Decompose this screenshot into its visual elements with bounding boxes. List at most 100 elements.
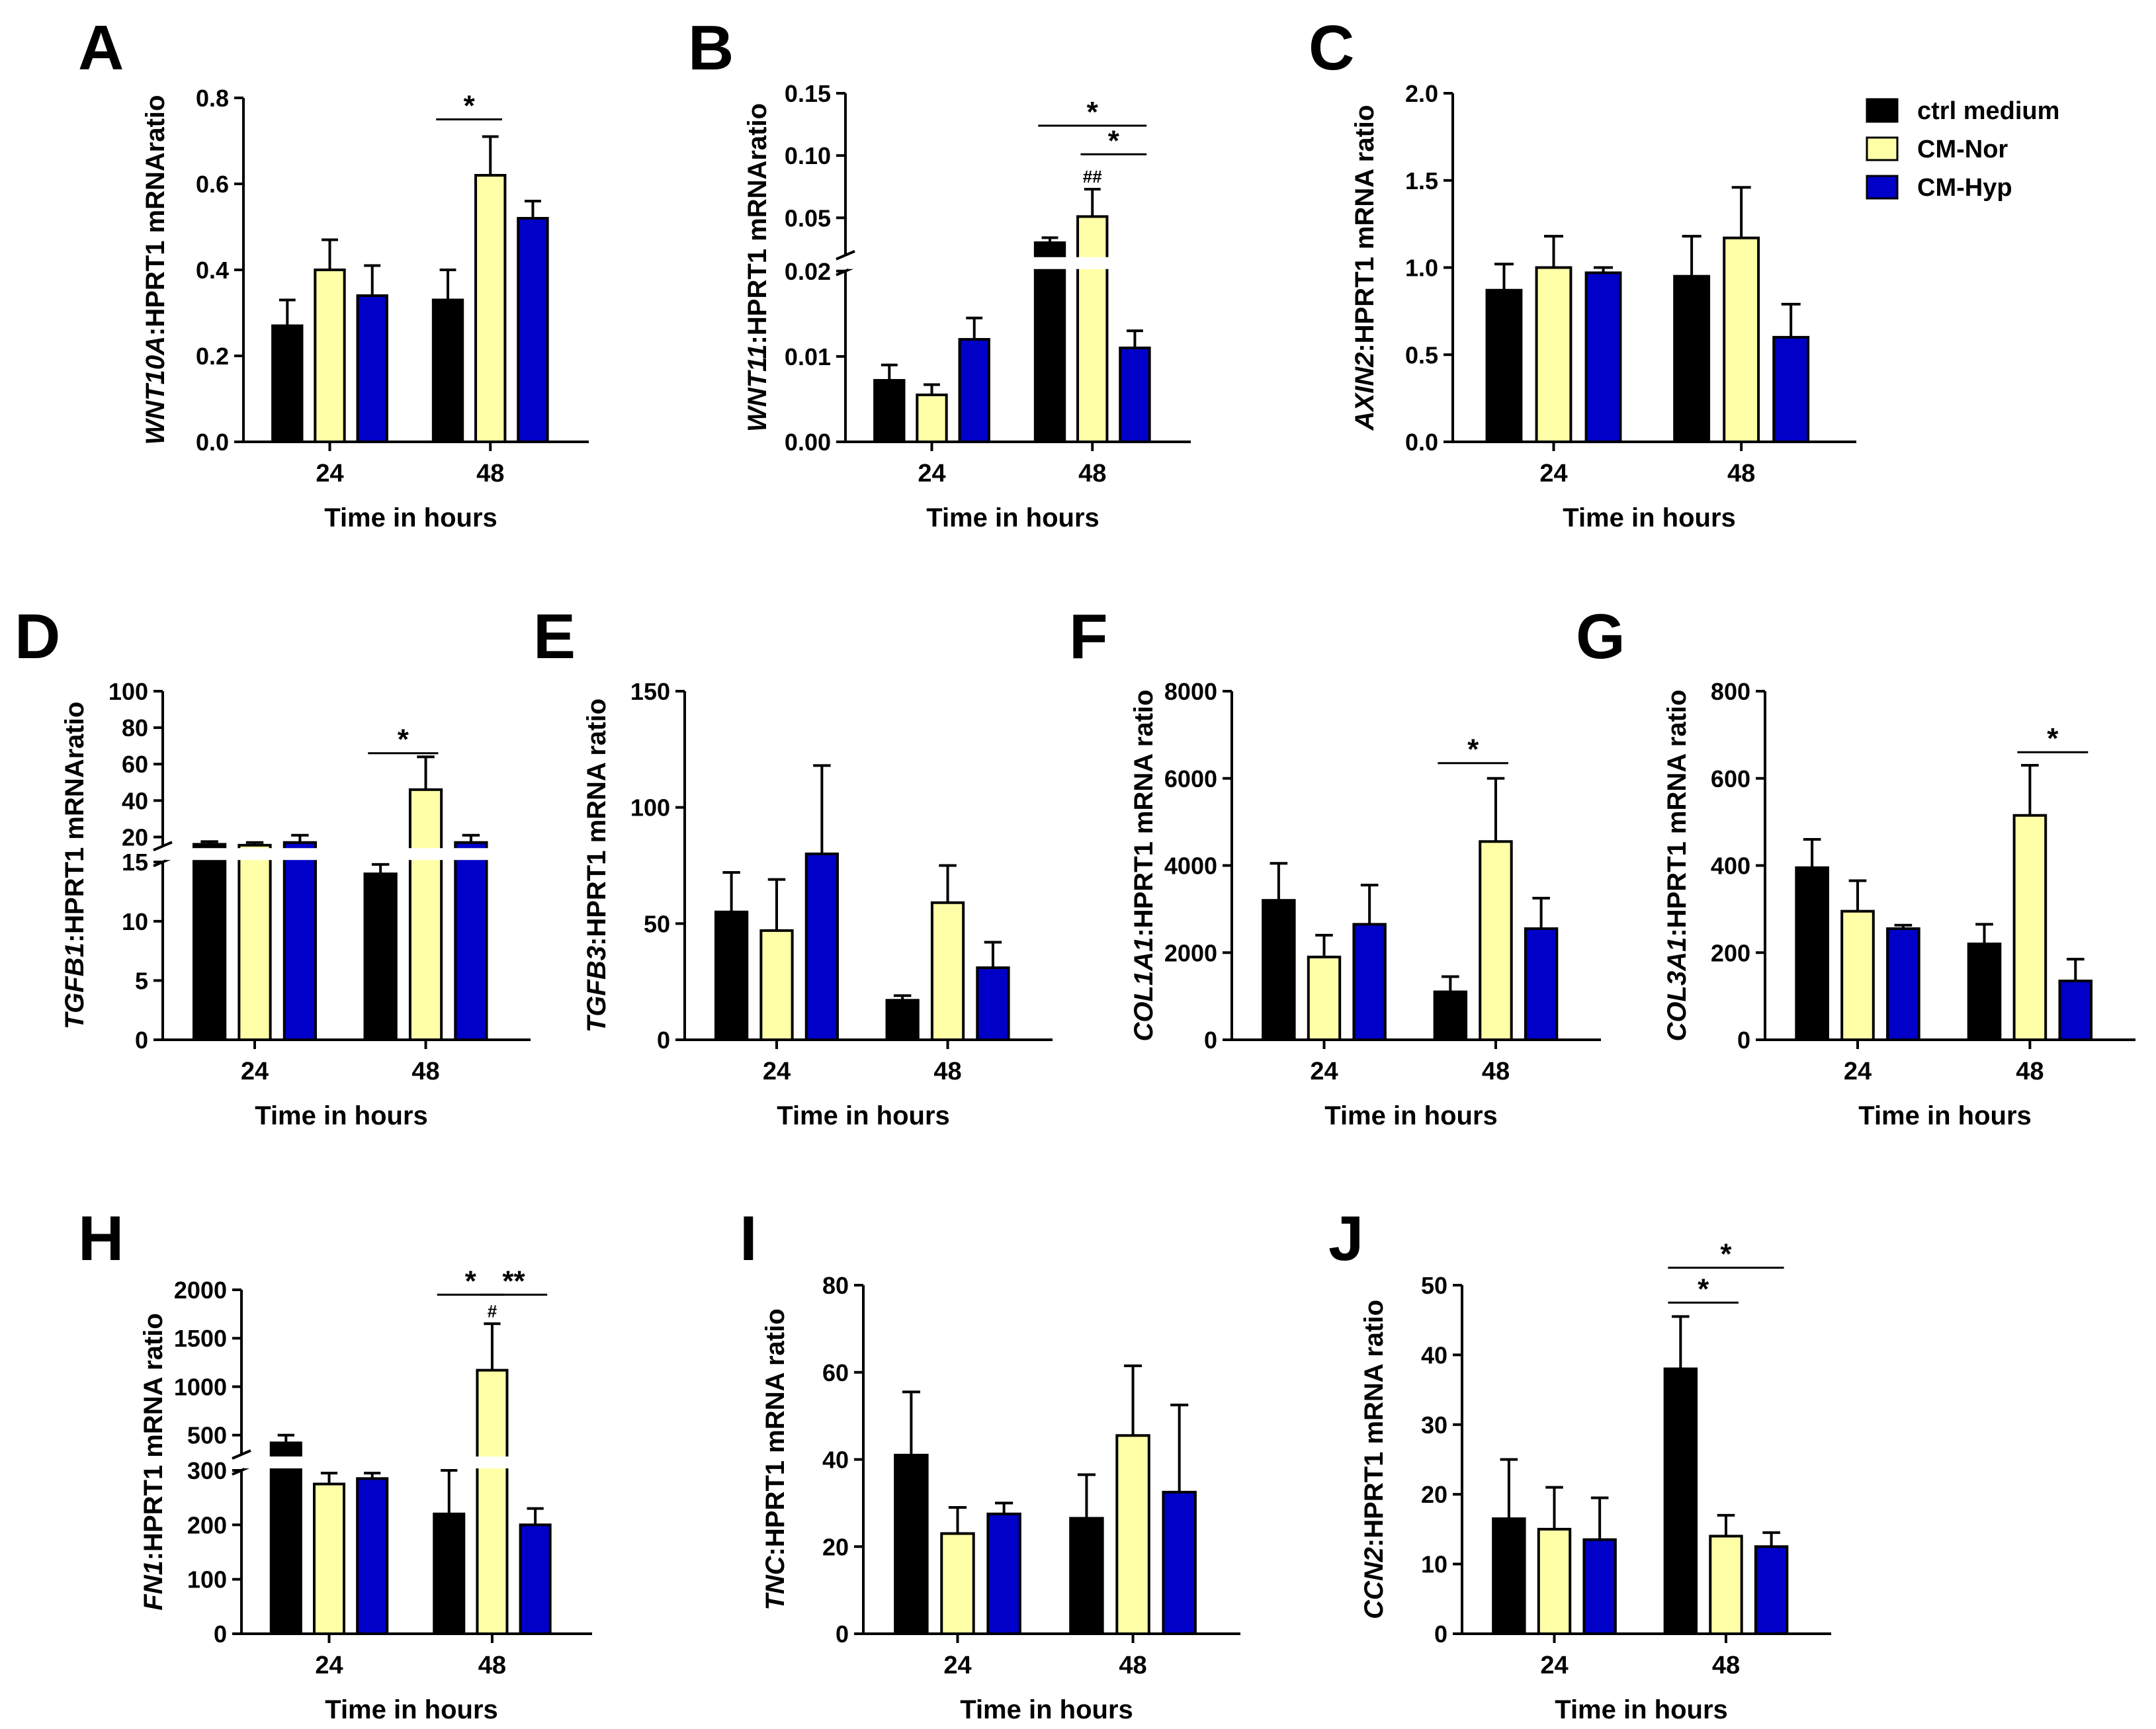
y-axis-label-suffix: :HPRT1 mRNAratio	[743, 103, 772, 344]
bar-ctrl-medium	[192, 843, 227, 1041]
bar-cm-hyp	[454, 841, 488, 1042]
bar-cm-hyp	[1582, 1538, 1617, 1635]
y-tick-label: 40	[822, 1447, 849, 1474]
bar-cm-nor	[1535, 266, 1573, 443]
y-tick-label: 2000	[174, 1277, 227, 1304]
x-axis-label: Time in hours	[960, 1695, 1133, 1724]
bar-ctrl-medium	[714, 910, 749, 1042]
y-axis-label-gene: WNT11	[743, 344, 772, 432]
axis-break-mark	[153, 841, 173, 852]
y-axis-label-gene: TNC	[761, 1555, 790, 1610]
y-tick-label: 100	[630, 794, 670, 822]
y-axis-label-gene: COL3A1	[1662, 937, 1692, 1042]
y-tick-label: 1000	[174, 1373, 227, 1400]
bar-cm-hyp	[1119, 346, 1151, 444]
bar-ctrl-medium	[1433, 990, 1468, 1041]
bar-cm-nor	[314, 269, 346, 443]
bar-cm-hyp	[976, 966, 1010, 1041]
y-tick-label: 0.0	[1405, 429, 1438, 456]
y-tick-label: 0.2	[196, 343, 229, 370]
legend-label: ctrl medium	[1917, 97, 2059, 125]
x-axis-label: Time in hours	[1555, 1695, 1728, 1724]
y-axis-label-suffix: :HPRT1 mRNA ratio	[1662, 690, 1692, 937]
axis-break-mark	[836, 249, 855, 261]
y-tick-label: 5	[135, 967, 148, 994]
bar-cm-hyp	[1754, 1545, 1789, 1635]
bar-cm-nor	[940, 1532, 975, 1636]
y-axis-label: TGFB3:HPRT1 mRNA ratio	[582, 698, 611, 1033]
axis-break-gap	[165, 848, 533, 861]
y-tick-label: 0.15	[785, 80, 831, 107]
bar-cm-hyp	[282, 841, 318, 1042]
panel-i: I 0 20 40 60 80 24 48 Time in hours TNC:HPRT1 mRN…	[740, 1203, 1240, 1724]
x-tick-label: 48	[478, 1652, 506, 1679]
bar-ctrl-medium	[1069, 1517, 1104, 1635]
bar-cm-nor	[1709, 1535, 1743, 1635]
legend-swatch-ctrl-medium	[1866, 98, 1899, 123]
x-tick-label: 48	[2016, 1058, 2044, 1085]
bar-cm-hyp	[356, 1477, 389, 1636]
y-axis-label-suffix: :HPRT1 mRNAratio	[60, 702, 89, 943]
bar-cm-hyp	[804, 852, 840, 1042]
y-tick-label: 1.5	[1405, 167, 1438, 194]
y-axis-label: TNC:HPRT1 mRNA ratio	[761, 1308, 790, 1610]
bar-ctrl-medium	[431, 298, 464, 443]
significance-marker: *	[465, 1265, 477, 1297]
y-tick-label: 30	[1421, 1412, 1447, 1439]
legend-label: CM-Hyp	[1917, 174, 2012, 202]
bar-cm-hyp	[356, 294, 388, 443]
bar-cm-nor	[1115, 1434, 1150, 1636]
x-tick-label: 24	[1539, 460, 1567, 487]
bar-ctrl-medium	[269, 1441, 302, 1636]
y-tick-label: 60	[122, 751, 148, 778]
panel-letter: A	[78, 13, 124, 83]
axis-break-mark	[232, 1449, 251, 1460]
y-tick-label: 80	[822, 1272, 849, 1299]
significance-marker: *	[1087, 96, 1099, 128]
y-tick-label: 4000	[1164, 853, 1217, 880]
y-axis-label-gene: TGFB3	[582, 946, 611, 1033]
panel-c: C 0.0 0.5 1.0 1.5 2.0 24 48 Time in hours AXIN2:H…	[1309, 13, 1856, 532]
y-axis-label: CCN2:HPRT1 mRNA ratio	[1359, 1300, 1389, 1619]
panel-f: F 0 2000 4000 6000 8000 24 48 * Time in hours COL1…	[1069, 601, 1601, 1130]
y-axis-label-suffix: :HPRT1 mRNAratio	[141, 95, 170, 336]
bar-cm-nor	[312, 1482, 346, 1635]
y-tick-label: 100	[108, 678, 148, 705]
y-tick-label: 20	[1421, 1481, 1447, 1508]
y-tick-label: 2000	[1164, 939, 1217, 966]
y-axis-label: WNT11:HPRT1 mRNAratio	[743, 103, 772, 432]
y-tick-label: 50	[1421, 1272, 1447, 1299]
y-tick-label: 0	[657, 1027, 670, 1054]
panel-letter: H	[78, 1203, 124, 1274]
bar-ctrl-medium	[873, 379, 906, 443]
bar-cm-hyp	[1524, 927, 1559, 1042]
y-tick-label: 0.5	[1405, 341, 1438, 368]
x-tick-label: 48	[1712, 1652, 1740, 1679]
x-axis-label: Time in hours	[1324, 1101, 1498, 1130]
bar-ctrl-medium	[1262, 899, 1296, 1041]
y-tick-label: 200	[1711, 939, 1750, 966]
y-axis-label: WNT10A:HPRT1 mRNAratio	[141, 95, 170, 445]
bar-cm-nor	[408, 788, 443, 1041]
panel-e: E 0 50 100 150 24 48 Time in hours TGFB3:HPRT1 m…	[533, 601, 1053, 1130]
significance-marker: *	[2047, 722, 2059, 755]
bar-cm-nor	[1307, 955, 1342, 1042]
panel-j: J 0 10 20 30 40 50 24 48 * * Time in hours CCN2:HPRT…	[1328, 1203, 1831, 1724]
significance-marker: *	[1698, 1273, 1709, 1305]
x-tick-label: 24	[315, 1652, 343, 1679]
bar-ctrl-medium	[1485, 288, 1523, 443]
y-tick-label: 20	[822, 1533, 849, 1560]
bar-ctrl-medium	[885, 999, 920, 1041]
x-axis-label: Time in hours	[255, 1101, 428, 1130]
y-tick-label: 10	[1421, 1551, 1447, 1578]
bar-cm-hyp	[2058, 980, 2093, 1041]
y-tick-label: 0	[1737, 1027, 1750, 1054]
y-axis-label: COL3A1:HPRT1 mRNA ratio	[1662, 690, 1692, 1042]
y-tick-label: 0	[1204, 1027, 1217, 1054]
legend-swatch-cm-hyp	[1866, 175, 1899, 200]
significance-marker: *	[398, 724, 410, 756]
y-axis-label-suffix: :HPRT1 mRNA ratio	[1350, 105, 1379, 353]
y-axis-label: FN1:HPRT1 mRNA ratio	[139, 1313, 168, 1611]
y-tick-label: 0.8	[196, 85, 229, 112]
